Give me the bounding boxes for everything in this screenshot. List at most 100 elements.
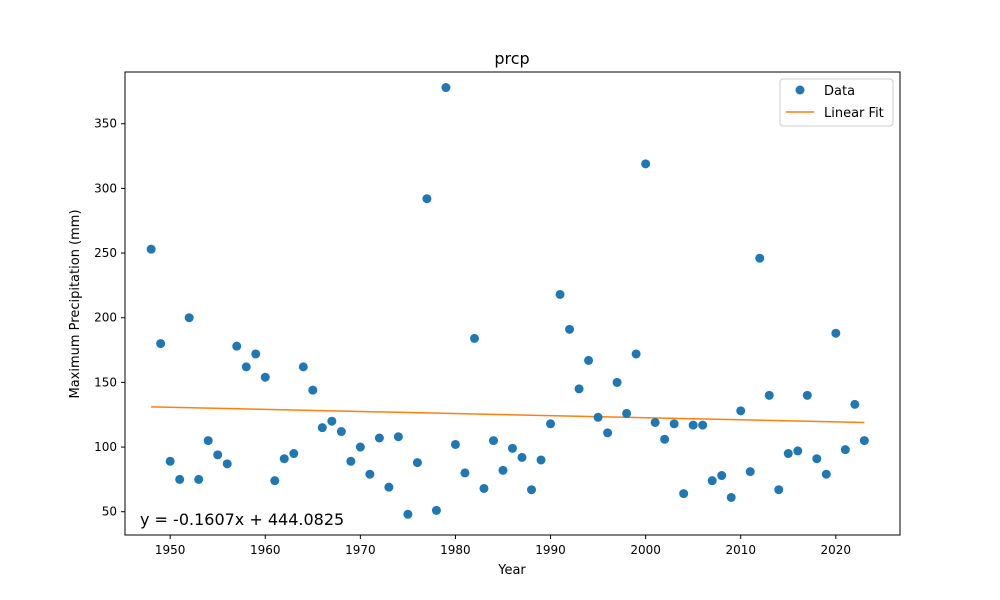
data-point xyxy=(279,454,289,464)
y-tick-label: 150 xyxy=(94,375,117,389)
fit-line xyxy=(151,406,865,424)
data-point xyxy=(536,455,546,465)
data-point xyxy=(774,485,784,495)
data-point xyxy=(384,482,394,492)
data-point xyxy=(412,458,422,468)
data-point xyxy=(717,471,727,481)
data-point xyxy=(508,443,517,453)
data-point xyxy=(203,436,213,446)
y-axis-label: Maximum Precipitation (mm) xyxy=(68,209,83,398)
legend-data-label: Data xyxy=(824,84,855,99)
data-point xyxy=(631,349,641,359)
data-point xyxy=(726,492,736,502)
data-point xyxy=(156,339,166,349)
data-point xyxy=(260,372,270,382)
x-tick-label: 2020 xyxy=(821,543,852,557)
data-point xyxy=(393,432,403,442)
data-point xyxy=(688,420,698,430)
data-point xyxy=(736,406,746,416)
data-point xyxy=(251,349,261,359)
data-point xyxy=(555,289,565,299)
data-point xyxy=(850,399,860,409)
x-tick-label: 1950 xyxy=(155,543,186,557)
data-point xyxy=(546,419,556,429)
data-point xyxy=(355,442,365,452)
y-tick-label: 350 xyxy=(94,117,117,131)
data-point xyxy=(840,445,850,455)
data-point xyxy=(479,483,489,493)
data-point xyxy=(612,377,622,387)
x-tick-label: 1980 xyxy=(440,543,471,557)
data-point xyxy=(431,505,441,515)
y-tick-label: 100 xyxy=(94,440,117,454)
fit-equation: y = -0.1607x + 444.0825 xyxy=(140,510,344,529)
data-point xyxy=(403,509,413,519)
data-point xyxy=(422,194,432,204)
data-point xyxy=(622,408,632,418)
data-point xyxy=(802,390,812,400)
data-point xyxy=(232,341,242,351)
x-axis-label: Year xyxy=(497,563,526,578)
data-point xyxy=(488,436,498,446)
data-point xyxy=(298,362,308,372)
fit-line-layer xyxy=(151,406,865,424)
data-point xyxy=(441,83,451,93)
x-axis-ticks: 1950 1960 1970 1980 1990 2000 2010 2020 xyxy=(155,535,851,557)
data-point xyxy=(574,384,584,394)
data-point xyxy=(517,452,527,462)
data-point xyxy=(764,390,774,400)
data-point xyxy=(327,416,337,426)
data-point xyxy=(812,454,822,464)
y-tick-label: 50 xyxy=(102,505,117,519)
data-point xyxy=(194,474,204,484)
x-tick-label: 1990 xyxy=(535,543,566,557)
chart-title: prcp xyxy=(494,49,529,68)
data-point xyxy=(213,450,223,460)
y-axis-ticks: 50 100 150 200 250 300 350 xyxy=(94,117,125,519)
data-point xyxy=(707,476,717,486)
data-point xyxy=(669,419,679,429)
data-point xyxy=(460,468,470,478)
data-point xyxy=(641,159,651,169)
data-point xyxy=(821,469,831,479)
y-tick-label: 300 xyxy=(94,181,117,195)
data-point xyxy=(793,446,803,456)
data-point xyxy=(270,476,280,486)
data-point xyxy=(146,244,156,254)
data-point xyxy=(165,456,175,466)
data-point xyxy=(679,489,689,499)
data-point xyxy=(469,333,479,343)
data-point xyxy=(317,423,327,433)
data-point xyxy=(336,427,346,437)
data-point xyxy=(346,456,356,466)
y-tick-label: 200 xyxy=(94,311,117,325)
data-point xyxy=(698,420,708,430)
data-point xyxy=(498,465,508,475)
data-points-layer xyxy=(146,83,869,519)
data-point xyxy=(308,385,318,395)
data-point xyxy=(527,485,537,495)
data-point xyxy=(222,459,232,469)
data-point xyxy=(184,313,194,323)
x-tick-label: 2010 xyxy=(725,543,756,557)
data-point xyxy=(593,412,603,422)
data-point xyxy=(650,417,660,427)
data-point xyxy=(450,439,460,449)
data-point xyxy=(831,328,841,338)
data-point xyxy=(660,434,670,444)
legend-frame xyxy=(779,78,894,127)
data-point xyxy=(745,467,755,477)
data-point xyxy=(175,474,185,484)
data-point xyxy=(603,428,613,438)
data-point xyxy=(565,324,575,334)
legend-data-marker xyxy=(795,85,805,95)
y-tick-label: 250 xyxy=(94,246,117,260)
data-point xyxy=(365,469,375,479)
x-tick-label: 1960 xyxy=(250,543,281,557)
data-point xyxy=(859,436,869,446)
x-tick-label: 2000 xyxy=(630,543,661,557)
data-point xyxy=(584,355,594,365)
legend: Data Linear Fit xyxy=(779,78,894,127)
legend-fit-label: Linear Fit xyxy=(824,106,884,121)
